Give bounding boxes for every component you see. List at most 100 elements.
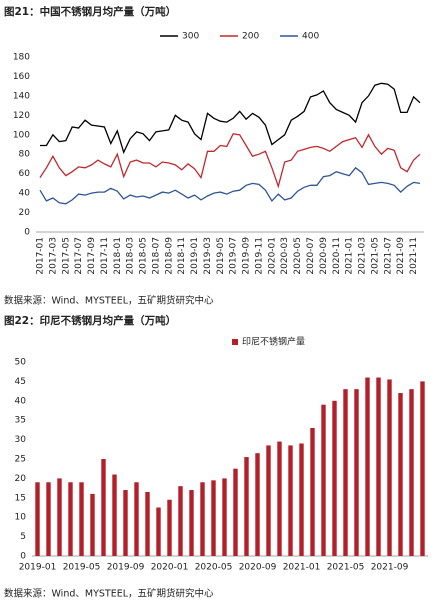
y-tick-label: 15 bbox=[15, 493, 26, 503]
bar bbox=[398, 393, 403, 556]
legend-swatch bbox=[232, 339, 238, 345]
bar bbox=[376, 377, 381, 556]
y-tick-label: 20 bbox=[19, 208, 31, 218]
y-tick-label: 60 bbox=[19, 169, 31, 179]
bar bbox=[288, 445, 293, 556]
y-tick-label: 50 bbox=[15, 358, 27, 368]
y-tick-label: 45 bbox=[15, 377, 26, 387]
x-tick-label: 2018-07 bbox=[151, 237, 161, 275]
bar bbox=[178, 486, 183, 556]
x-tick-label: 2017-07 bbox=[74, 237, 84, 275]
bar bbox=[112, 474, 117, 556]
legend-label: 300 bbox=[182, 32, 199, 42]
y-tick-label: 25 bbox=[15, 455, 26, 465]
x-tick-label: 2019-09 bbox=[107, 563, 145, 573]
bar bbox=[101, 459, 106, 556]
legend-label: 400 bbox=[302, 32, 319, 42]
y-tick-label: 5 bbox=[20, 532, 26, 542]
x-tick-label: 2018-09 bbox=[164, 237, 174, 275]
line-series bbox=[39, 166, 421, 205]
y-tick-label: 35 bbox=[15, 416, 26, 426]
y-tick-label: 160 bbox=[13, 72, 30, 82]
chart-title: 图22：印尼不锈钢月均产量（万吨） bbox=[4, 314, 176, 327]
x-tick-label: 2019-05 bbox=[63, 563, 101, 573]
chart-title: 图21：中国不锈钢月均产量（万吨） bbox=[4, 5, 176, 18]
bar bbox=[310, 427, 315, 556]
x-tick-label: 2021-09 bbox=[396, 237, 406, 275]
bar bbox=[189, 490, 194, 556]
x-tick-label: 2021-05 bbox=[327, 563, 365, 573]
bar bbox=[79, 482, 84, 556]
y-tick-label: 120 bbox=[13, 111, 30, 121]
bar bbox=[134, 482, 139, 556]
x-tick-label: 2020-11 bbox=[332, 237, 342, 275]
bar bbox=[145, 491, 150, 556]
x-tick-label: 2020-09 bbox=[319, 237, 329, 275]
x-tick-label: 2019-11 bbox=[254, 237, 264, 275]
bar bbox=[167, 499, 172, 556]
bar bbox=[321, 404, 326, 556]
bar bbox=[46, 482, 51, 556]
y-tick-label: 140 bbox=[13, 91, 30, 101]
x-tick-label: 2021-09 bbox=[371, 563, 409, 573]
bar bbox=[57, 478, 62, 556]
line-series bbox=[39, 133, 421, 189]
x-tick-label: 2018-03 bbox=[126, 237, 136, 275]
y-tick-label: 10 bbox=[15, 513, 27, 523]
y-tick-label: 180 bbox=[13, 53, 30, 63]
x-tick-label: 2021-05 bbox=[370, 237, 380, 275]
bar bbox=[266, 445, 271, 556]
y-tick-label: 80 bbox=[19, 150, 31, 160]
bar bbox=[255, 453, 260, 556]
x-tick-label: 2019-05 bbox=[216, 237, 226, 275]
bar bbox=[354, 389, 359, 556]
y-tick-label: 20 bbox=[15, 474, 27, 484]
x-tick-label: 2020-01 bbox=[267, 237, 277, 275]
bar bbox=[200, 482, 205, 556]
y-tick-label: 40 bbox=[15, 396, 27, 406]
bar bbox=[211, 480, 216, 556]
source-note: 数据来源：Wind、MYSTEEL，五矿期货研究中心 bbox=[4, 295, 214, 307]
y-tick-label: 0 bbox=[20, 552, 26, 562]
x-tick-label: 2020-07 bbox=[306, 237, 316, 275]
x-tick-label: 2017-09 bbox=[87, 237, 97, 275]
bar bbox=[156, 507, 161, 556]
x-tick-label: 2019-03 bbox=[203, 237, 213, 275]
x-tick-label: 2019-01 bbox=[19, 563, 57, 573]
x-tick-label: 2021-11 bbox=[409, 237, 419, 275]
bar bbox=[244, 457, 249, 556]
x-tick-label: 2020-09 bbox=[239, 563, 277, 573]
bar bbox=[299, 443, 304, 556]
x-tick-label: 2019-09 bbox=[242, 237, 252, 275]
y-tick-label: 30 bbox=[15, 435, 27, 445]
x-tick-label: 2017-05 bbox=[61, 237, 71, 275]
legend-label: 200 bbox=[242, 32, 259, 42]
x-tick-label: 2019-07 bbox=[229, 237, 239, 275]
bar bbox=[332, 400, 337, 556]
x-tick-label: 2017-01 bbox=[36, 237, 46, 275]
x-tick-label: 2019-01 bbox=[190, 237, 200, 275]
bar bbox=[420, 381, 425, 556]
bar bbox=[365, 377, 370, 556]
x-tick-label: 2020-03 bbox=[280, 237, 290, 275]
bar bbox=[222, 478, 227, 556]
bar bbox=[277, 441, 282, 556]
y-tick-label: 100 bbox=[13, 130, 30, 140]
bar bbox=[68, 482, 73, 556]
x-tick-label: 2020-05 bbox=[195, 563, 233, 573]
x-tick-label: 2020-01 bbox=[151, 563, 189, 573]
x-tick-label: 2018-01 bbox=[113, 237, 123, 275]
y-tick-label: 40 bbox=[19, 189, 31, 199]
x-tick-label: 2021-03 bbox=[358, 237, 368, 275]
bar bbox=[343, 389, 348, 556]
source-note: 数据来源：Wind、MYSTEEL，五矿期货研究中心 bbox=[4, 588, 214, 600]
line-series bbox=[40, 82, 421, 155]
x-tick-label: 2017-03 bbox=[48, 237, 58, 275]
x-tick-label: 2017-11 bbox=[100, 237, 110, 275]
legend-label: 印尼不锈钢产量 bbox=[242, 336, 305, 348]
x-tick-label: 2021-01 bbox=[283, 563, 321, 573]
x-tick-label: 2018-05 bbox=[139, 237, 149, 275]
bar bbox=[90, 493, 95, 556]
bar bbox=[123, 490, 128, 556]
